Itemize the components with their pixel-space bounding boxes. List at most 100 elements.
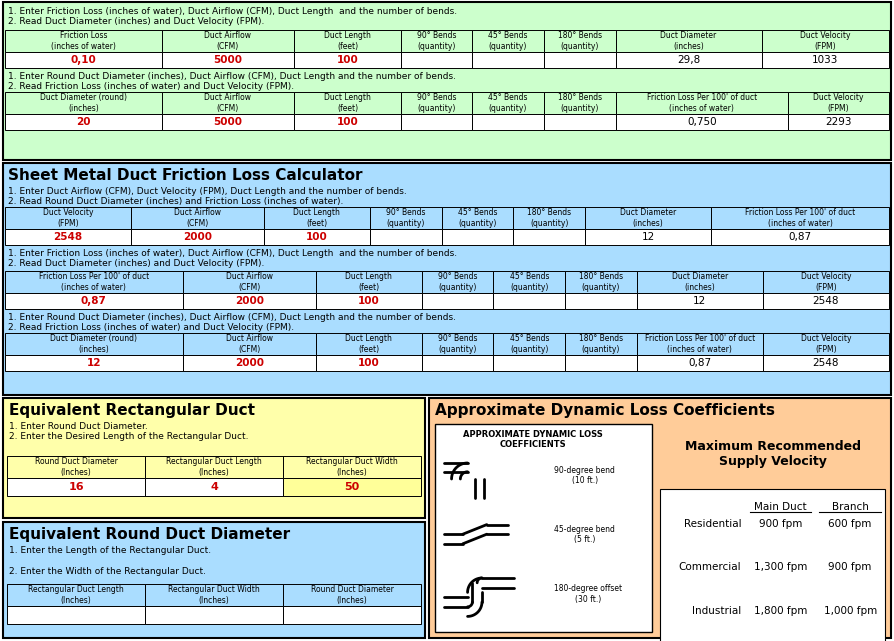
Text: Duct Diameter
(inches): Duct Diameter (inches) <box>620 208 676 228</box>
Bar <box>711 229 889 245</box>
Bar <box>472 92 544 114</box>
Bar <box>513 207 585 229</box>
Text: Duct Airflow
(CFM): Duct Airflow (CFM) <box>225 335 273 354</box>
Bar <box>145 584 283 606</box>
Bar <box>7 584 145 606</box>
Text: 20: 20 <box>76 117 90 127</box>
Text: 180° Bends
(quantity): 180° Bends (quantity) <box>527 208 571 228</box>
Text: 2000: 2000 <box>183 232 212 242</box>
Bar <box>544 30 616 52</box>
Bar <box>442 229 513 245</box>
Bar <box>544 92 616 114</box>
Bar <box>131 207 264 229</box>
Text: 1. Enter Round Duct Diameter (inches), Duct Airflow (CFM), Duct Length and the n: 1. Enter Round Duct Diameter (inches), D… <box>8 313 456 333</box>
Bar <box>544 52 616 68</box>
Bar <box>145 606 283 624</box>
Bar <box>162 92 294 114</box>
Text: Rectangular Duct Width
(Inches): Rectangular Duct Width (Inches) <box>306 457 398 477</box>
Text: 1. Enter Round Duct Diameter.
2. Enter the Desired Length of the Rectangular Duc: 1. Enter Round Duct Diameter. 2. Enter t… <box>9 422 249 442</box>
Text: 1,800 fpm: 1,800 fpm <box>754 606 807 615</box>
Text: Round Duct Diameter
(Inches): Round Duct Diameter (Inches) <box>35 457 117 477</box>
Text: 45-degree bend
(5 ft.): 45-degree bend (5 ft.) <box>554 524 615 544</box>
Bar <box>145 456 283 478</box>
Text: 12: 12 <box>87 358 101 368</box>
Text: Round Duct Diameter
(Inches): Round Duct Diameter (Inches) <box>310 585 393 604</box>
Text: Duct Airflow
(CFM): Duct Airflow (CFM) <box>225 272 273 292</box>
Text: 180° Bends
(quantity): 180° Bends (quantity) <box>579 335 623 354</box>
Text: 1033: 1033 <box>812 55 839 65</box>
Bar <box>789 92 889 114</box>
Text: 90° Bends
(quantity): 90° Bends (quantity) <box>438 272 477 292</box>
Bar <box>422 355 493 371</box>
Text: Duct Velocity
(FPM): Duct Velocity (FPM) <box>43 208 93 228</box>
Text: 900 fpm: 900 fpm <box>829 562 872 572</box>
Text: Duct Length
(feet): Duct Length (feet) <box>324 94 371 113</box>
Bar <box>422 333 493 355</box>
Bar <box>162 114 294 130</box>
Bar <box>3 398 425 518</box>
Bar <box>316 355 422 371</box>
Text: 90° Bends
(quantity): 90° Bends (quantity) <box>438 335 477 354</box>
Bar <box>422 271 493 293</box>
Bar <box>5 229 131 245</box>
Text: Residential: Residential <box>684 519 741 529</box>
Text: Duct Length
(feet): Duct Length (feet) <box>324 31 371 51</box>
Bar <box>5 333 183 355</box>
Bar <box>162 30 294 52</box>
Text: Friction Loss Per 100' of duct
(inches of water): Friction Loss Per 100' of duct (inches o… <box>646 94 757 113</box>
Bar <box>183 271 316 293</box>
Bar <box>616 30 762 52</box>
Bar <box>493 293 565 309</box>
Bar <box>183 293 316 309</box>
Text: 90° Bends
(quantity): 90° Bends (quantity) <box>417 31 456 51</box>
Text: 1,000 fpm: 1,000 fpm <box>823 606 877 615</box>
Bar <box>565 333 637 355</box>
Text: Approximate Dynamic Loss Coefficients: Approximate Dynamic Loss Coefficients <box>435 403 775 418</box>
Text: Duct Length
(feet): Duct Length (feet) <box>345 272 392 292</box>
Bar <box>435 424 652 632</box>
Bar <box>316 333 422 355</box>
Bar <box>283 456 421 478</box>
Bar <box>493 271 565 293</box>
Text: 5000: 5000 <box>214 55 242 65</box>
Bar <box>711 207 889 229</box>
Text: Rectangular Duct Width
(Inches): Rectangular Duct Width (Inches) <box>168 585 260 604</box>
Text: 180° Bends
(quantity): 180° Bends (quantity) <box>558 31 602 51</box>
Bar <box>183 355 316 371</box>
Text: Equivalent Rectangular Duct: Equivalent Rectangular Duct <box>9 403 255 418</box>
Bar <box>5 355 183 371</box>
Bar <box>7 456 145 478</box>
Bar <box>763 333 889 355</box>
Text: 45° Bends
(quantity): 45° Bends (quantity) <box>458 208 497 228</box>
Bar <box>762 52 889 68</box>
Text: 2548: 2548 <box>813 296 839 306</box>
Text: 180° Bends
(quantity): 180° Bends (quantity) <box>579 272 623 292</box>
Bar <box>3 163 891 395</box>
Text: Duct Velocity
(FPM): Duct Velocity (FPM) <box>801 335 851 354</box>
Bar <box>401 30 472 52</box>
Text: Duct Diameter (round)
(inches): Duct Diameter (round) (inches) <box>50 335 138 354</box>
Bar <box>5 207 131 229</box>
Text: 2000: 2000 <box>235 358 264 368</box>
Text: Branch: Branch <box>831 502 869 512</box>
Bar <box>442 207 513 229</box>
Text: 2548: 2548 <box>54 232 82 242</box>
Bar <box>637 333 763 355</box>
Text: 0,10: 0,10 <box>71 55 97 65</box>
Bar <box>789 114 889 130</box>
Text: 90° Bends
(quantity): 90° Bends (quantity) <box>417 94 456 113</box>
Bar <box>401 114 472 130</box>
Bar <box>493 333 565 355</box>
Bar <box>7 478 145 496</box>
Text: Equivalent Round Duct Diameter: Equivalent Round Duct Diameter <box>9 527 291 542</box>
Text: 29,8: 29,8 <box>677 55 700 65</box>
Bar <box>429 398 891 638</box>
Text: Duct Length
(feet): Duct Length (feet) <box>293 208 341 228</box>
Text: Duct Length
(feet): Duct Length (feet) <box>345 335 392 354</box>
Text: Commercial: Commercial <box>679 562 741 572</box>
Text: Duct Airflow
(CFM): Duct Airflow (CFM) <box>205 94 251 113</box>
Text: Main Duct: Main Duct <box>755 502 806 512</box>
Text: 90° Bends
(quantity): 90° Bends (quantity) <box>386 208 426 228</box>
Text: 16: 16 <box>68 482 84 492</box>
Bar <box>283 584 421 606</box>
